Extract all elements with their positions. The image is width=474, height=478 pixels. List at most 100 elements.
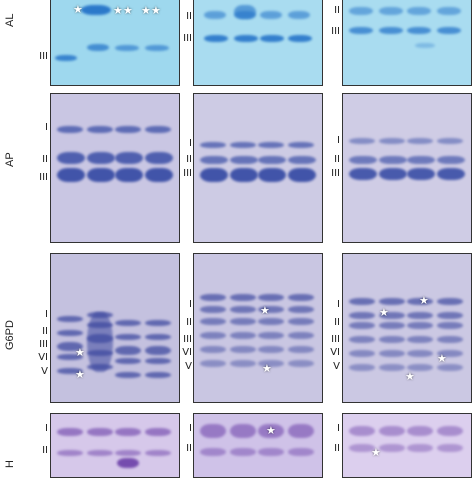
- gel-band: [349, 336, 375, 343]
- gel-panel-h-3: ★: [342, 413, 472, 478]
- gel-band: [200, 168, 228, 182]
- gel-band: [230, 346, 256, 353]
- gel-band: [379, 27, 403, 34]
- gel-band: [379, 350, 405, 357]
- h-band-label-i-3: I: [337, 423, 340, 434]
- gel-band: [437, 7, 461, 15]
- gel-band: [258, 346, 284, 353]
- gel-band: [115, 45, 139, 51]
- gel-band: [145, 168, 173, 182]
- gel-band: [437, 322, 463, 329]
- gel-band: [230, 318, 256, 325]
- star-icon: ★: [371, 447, 381, 459]
- gel-band: [230, 360, 256, 367]
- star-icon: ★: [123, 5, 133, 17]
- al-band-label-ii-2: II: [186, 11, 192, 22]
- gel-panel-h-1: [50, 413, 180, 478]
- g6pd-band-label-iii-2: III: [183, 334, 192, 345]
- gel-band: [288, 332, 314, 339]
- star-icon: ★: [260, 305, 270, 317]
- g6pd-band-label-i-3: I: [337, 299, 340, 310]
- gel-band: [230, 294, 256, 301]
- gel-band: [407, 364, 433, 371]
- gel-band: [57, 450, 83, 456]
- gel-band: [200, 360, 226, 367]
- star-icon: ★: [113, 5, 123, 17]
- gel-band: [87, 450, 113, 456]
- gel-band: [349, 444, 375, 452]
- g6pd-band-label-ii: II: [42, 326, 48, 337]
- row-label-h: H: [4, 460, 16, 469]
- gel-band: [407, 156, 435, 164]
- gel-band: [57, 316, 83, 322]
- gel-band: [115, 334, 141, 340]
- star-icon: ★: [419, 295, 429, 307]
- gel-band: [379, 168, 407, 180]
- gel-panel-al-1: ★ ★ ★ ★ ★: [50, 0, 180, 86]
- gel-panel-al-2: [193, 0, 323, 86]
- gel-band: [379, 322, 405, 329]
- gel-band: [200, 332, 226, 339]
- gel-band: [349, 7, 373, 15]
- gel-band: [145, 152, 173, 164]
- g6pd-band-label-vi-2: VI: [182, 347, 192, 358]
- gel-band: [288, 35, 312, 42]
- gel-band: [200, 346, 226, 353]
- gel-band: [145, 428, 171, 436]
- gel-band: [407, 336, 433, 343]
- star-icon: ★: [379, 307, 389, 319]
- gel-band: [145, 358, 171, 364]
- gel-band: [145, 372, 171, 378]
- gel-panel-ap-1: [50, 93, 180, 243]
- g6pd-band-label-iii-3: III: [331, 334, 340, 345]
- star-icon: ★: [266, 425, 276, 437]
- ap-band-label-i: I: [45, 122, 48, 133]
- gel-band: [230, 156, 258, 164]
- gel-band: [87, 126, 113, 133]
- gel-band: [145, 334, 171, 340]
- gel-band: [407, 350, 433, 357]
- gel-band: [204, 35, 228, 42]
- ap-band-label-iii-3: III: [331, 168, 340, 179]
- gel-panel-g6pd-1: ★ ★: [50, 253, 180, 403]
- gel-band: [117, 458, 139, 468]
- star-icon: ★: [405, 371, 415, 383]
- gel-band: [230, 448, 256, 456]
- al-band-label-iii-2: III: [183, 33, 192, 44]
- gel-band: [200, 318, 226, 325]
- gel-band: [349, 426, 375, 436]
- star-icon: ★: [75, 347, 85, 359]
- gel-band: [200, 156, 228, 164]
- gel-band: [437, 27, 461, 34]
- ap-band-label-i-2: I: [189, 138, 192, 149]
- g6pd-band-label-ii-3: II: [334, 317, 340, 328]
- gel-band: [407, 27, 431, 34]
- gel-band: [258, 294, 284, 301]
- gel-band: [57, 368, 83, 374]
- gel-band: [349, 298, 375, 305]
- gel-band: [258, 360, 284, 367]
- gel-band: [379, 312, 405, 319]
- gel-panel-ap-2: [193, 93, 323, 243]
- gel-band: [145, 346, 171, 355]
- gel-band: [349, 350, 375, 357]
- gel-band: [200, 306, 226, 313]
- gel-band: [87, 168, 115, 182]
- gel-band: [234, 5, 256, 19]
- gel-band: [260, 35, 284, 42]
- star-icon: ★: [75, 369, 85, 381]
- gel-panel-h-2: ★: [193, 413, 323, 478]
- g6pd-band-label-ii-2: II: [186, 317, 192, 328]
- gel-band: [407, 7, 431, 15]
- star-icon: ★: [151, 5, 161, 17]
- star-icon: ★: [141, 5, 151, 17]
- gel-band: [437, 168, 465, 180]
- gel-band: [115, 372, 141, 378]
- star-icon: ★: [73, 4, 83, 16]
- gel-band: [87, 312, 113, 372]
- al-band-label-iii: III: [39, 51, 48, 62]
- gel-band: [437, 336, 463, 343]
- gel-band: [437, 364, 463, 371]
- gel-band: [379, 156, 407, 164]
- gel-band: [379, 7, 403, 15]
